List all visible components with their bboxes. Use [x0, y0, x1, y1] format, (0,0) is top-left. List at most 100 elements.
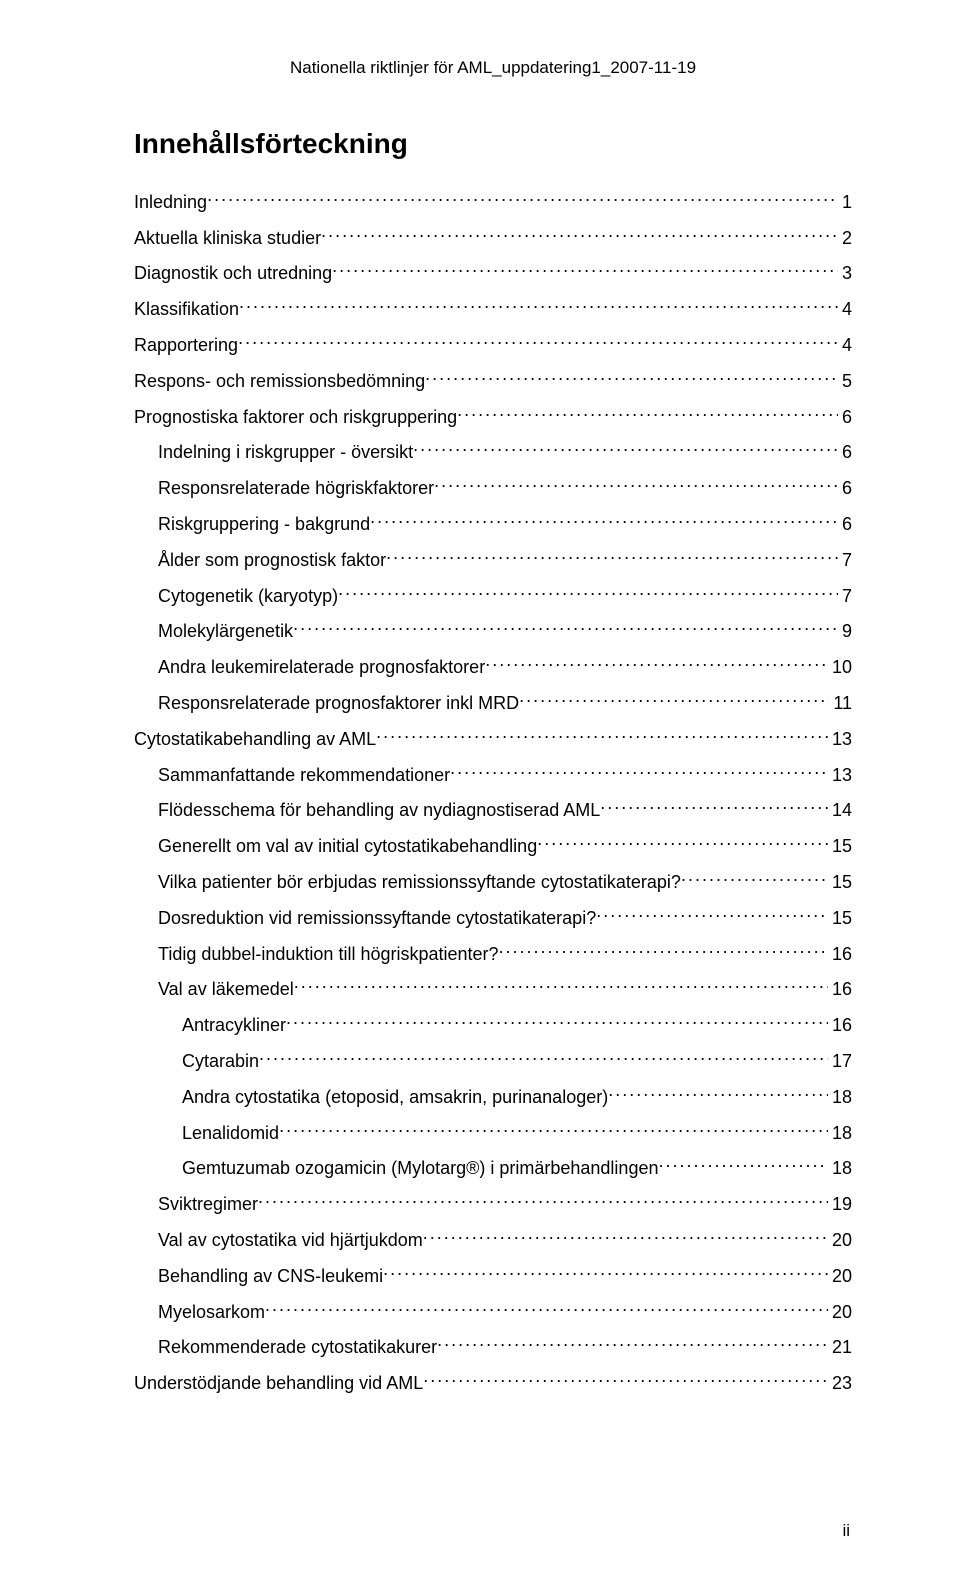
toc-entry-text: Diagnostik och utredning [134, 263, 332, 284]
toc-entry-page: 20 [828, 1230, 852, 1251]
toc-entry-text: Lenalidomid [182, 1123, 279, 1144]
toc-entry[interactable]: Diagnostik och utredning 3 [134, 260, 852, 285]
toc-entry-page: 23 [828, 1373, 852, 1394]
toc-title: Innehållsförteckning [134, 128, 852, 160]
toc-entry-page: 4 [838, 335, 852, 356]
toc-entry[interactable]: Antracykliner 16 [182, 1011, 852, 1036]
toc-entry[interactable]: Andra cytostatika (etoposid, amsakrin, p… [182, 1083, 852, 1108]
toc-leader-dots [608, 1083, 828, 1103]
toc-entry-text: Ålder som prognostisk faktor [158, 550, 386, 571]
toc-leader-dots [383, 1262, 828, 1282]
toc-leader-dots [265, 1298, 828, 1318]
toc-leader-dots [293, 618, 838, 638]
toc-leader-dots [239, 295, 838, 315]
toc-entry-page: 13 [828, 765, 852, 786]
toc-entry[interactable]: Responsrelaterade prognosfaktorer inkl M… [158, 689, 852, 714]
toc-entry-page: 21 [828, 1337, 852, 1358]
toc-entry[interactable]: Gemtuzumab ozogamicin (Mylotarg®) i prim… [182, 1155, 852, 1180]
toc-entry-page: 7 [838, 550, 852, 571]
toc-entry-page: 18 [828, 1087, 852, 1108]
toc-entry-page: 10 [828, 657, 852, 678]
toc-entry[interactable]: Vilka patienter bör erbjudas remissionss… [158, 868, 852, 893]
toc-leader-dots [434, 474, 838, 494]
toc-entry-page: 7 [838, 586, 852, 607]
toc-leader-dots [386, 546, 838, 566]
page: Nationella riktlinjer för AML_uppdaterin… [0, 0, 960, 1593]
toc-entry[interactable]: Cytarabin 17 [182, 1047, 852, 1072]
toc-entry-text: Cytarabin [182, 1051, 259, 1072]
toc-entry-page: 17 [828, 1051, 852, 1072]
toc-entry-page: 20 [828, 1302, 852, 1323]
toc-entry[interactable]: Responsrelaterade högriskfaktorer 6 [158, 474, 852, 499]
toc-entry[interactable]: Indelning i riskgrupper - översikt 6 [158, 439, 852, 464]
toc-entry-text: Tidig dubbel-induktion till högriskpatie… [158, 944, 499, 965]
toc-entry[interactable]: Molekylärgenetik 9 [158, 618, 852, 643]
toc-entry-text: Molekylärgenetik [158, 621, 293, 642]
toc-entry[interactable]: Klassifikation 4 [134, 295, 852, 320]
toc-entry-text: Rapportering [134, 335, 238, 356]
toc-leader-dots [207, 188, 838, 208]
toc-entry-text: Rekommenderade cytostatikakurer [158, 1337, 437, 1358]
toc-entry[interactable]: Rapportering 4 [134, 331, 852, 356]
toc-entry[interactable]: Dosreduktion vid remissionssyftande cyto… [158, 904, 852, 929]
toc-entry[interactable]: Ålder som prognostisk faktor 7 [158, 546, 852, 571]
toc-entry-page: 6 [838, 478, 852, 499]
toc-entry[interactable]: Cytogenetik (karyotyp) 7 [158, 582, 852, 607]
toc-entry-text: Vilka patienter bör erbjudas remissionss… [158, 872, 681, 893]
toc-entry-text: Klassifikation [134, 299, 239, 320]
toc-entry[interactable]: Myelosarkom 20 [158, 1298, 852, 1323]
toc-entry[interactable]: Lenalidomid 18 [182, 1119, 852, 1144]
toc-entry-page: 6 [838, 442, 852, 463]
toc-leader-dots [258, 1190, 828, 1210]
toc-entry-page: 20 [828, 1266, 852, 1287]
toc-entry-text: Responsrelaterade högriskfaktorer [158, 478, 434, 499]
toc-entry-page: 14 [828, 800, 852, 821]
toc-entry[interactable]: Andra leukemirelaterade prognosfaktorer … [158, 653, 852, 678]
toc-entry[interactable]: Aktuella kliniska studier 2 [134, 224, 852, 249]
toc-entry-page: 3 [838, 263, 852, 284]
toc-entry-text: Generellt om val av initial cytostatikab… [158, 836, 537, 857]
toc-entry[interactable]: Inledning 1 [134, 188, 852, 213]
toc-entry[interactable]: Val av läkemedel 16 [158, 976, 852, 1001]
toc-entry[interactable]: Respons- och remissionsbedömning 5 [134, 367, 852, 392]
toc-entry-text: Gemtuzumab ozogamicin (Mylotarg®) i prim… [182, 1158, 658, 1179]
toc-entry[interactable]: Tidig dubbel-induktion till högriskpatie… [158, 940, 852, 965]
toc-entry[interactable]: Understödjande behandling vid AML 23 [134, 1369, 852, 1394]
toc-entry[interactable]: Flödesschema för behandling av nydiagnos… [158, 797, 852, 822]
toc-entry-page: 16 [828, 944, 852, 965]
toc-entry[interactable]: Rekommenderade cytostatikakurer 21 [158, 1334, 852, 1359]
toc-entry-text: Respons- och remissionsbedömning [134, 371, 425, 392]
toc-entry[interactable]: Val av cytostatika vid hjärtjukdom 20 [158, 1226, 852, 1251]
toc-entry[interactable]: Generellt om val av initial cytostatikab… [158, 832, 852, 857]
toc-leader-dots [681, 868, 828, 888]
toc-leader-dots [600, 797, 828, 817]
toc-entry[interactable]: Sviktregimer 19 [158, 1190, 852, 1215]
toc-entry[interactable]: Behandling av CNS-leukemi 20 [158, 1262, 852, 1287]
running-header: Nationella riktlinjer för AML_uppdaterin… [134, 58, 852, 78]
toc-leader-dots [457, 403, 838, 423]
toc-entry-text: Sammanfattande rekommendationer [158, 765, 450, 786]
toc-entry-page: 16 [828, 1015, 852, 1036]
toc-leader-dots [238, 331, 838, 351]
toc-entry[interactable]: Prognostiska faktorer och riskgruppering… [134, 403, 852, 428]
toc-entry-text: Myelosarkom [158, 1302, 265, 1323]
toc-entry-page: 15 [828, 908, 852, 929]
toc-entry[interactable]: Cytostatikabehandling av AML 13 [134, 725, 852, 750]
toc-leader-dots [537, 832, 828, 852]
toc-leader-dots [370, 510, 838, 530]
toc-leader-dots [437, 1334, 828, 1354]
toc-entry[interactable]: Riskgruppering - bakgrund 6 [158, 510, 852, 535]
toc-entry-text: Dosreduktion vid remissionssyftande cyto… [158, 908, 596, 929]
toc-leader-dots [259, 1047, 828, 1067]
toc-entry-page: 13 [828, 729, 852, 750]
toc-entry-page: 15 [828, 836, 852, 857]
toc-leader-dots [321, 224, 838, 244]
toc-leader-dots [485, 653, 828, 673]
toc-entry-page: 2 [838, 228, 852, 249]
toc-entry-page: 5 [838, 371, 852, 392]
toc-entry-text: Behandling av CNS-leukemi [158, 1266, 383, 1287]
toc-entry[interactable]: Sammanfattande rekommendationer 13 [158, 761, 852, 786]
toc-entry-page: 15 [828, 872, 852, 893]
toc-leader-dots [658, 1155, 827, 1175]
toc-leader-dots [279, 1119, 828, 1139]
